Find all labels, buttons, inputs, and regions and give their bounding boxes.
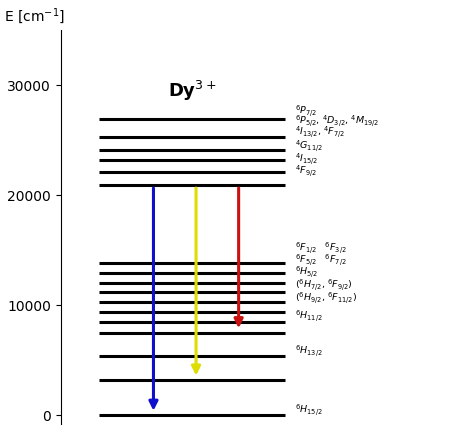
Text: $^6F_{1/2}$   $^6F_{3/2}$: $^6F_{1/2}$ $^6F_{3/2}$ (295, 240, 346, 256)
Text: ($^6H_{7/2}$, $^6F_{9/2}$): ($^6H_{7/2}$, $^6F_{9/2}$) (295, 278, 353, 293)
Text: $^6H_{5/2}$: $^6H_{5/2}$ (295, 264, 318, 280)
Text: Dy$^{3+}$: Dy$^{3+}$ (168, 79, 217, 103)
Text: $^4G_{11/2}$: $^4G_{11/2}$ (295, 139, 323, 155)
Text: $^6H_{15/2}$: $^6H_{15/2}$ (295, 403, 322, 419)
Text: E [cm$^{-1}$]: E [cm$^{-1}$] (4, 6, 64, 26)
Text: $^6F_{5/2}$   $^6F_{7/2}$: $^6F_{5/2}$ $^6F_{7/2}$ (295, 252, 346, 268)
Text: $^4I_{15/2}$: $^4I_{15/2}$ (295, 151, 318, 167)
Text: $^4F_{9/2}$: $^4F_{9/2}$ (295, 163, 317, 179)
Text: $^6P_{5/2}$, $^4D_{3/2}$, $^4M_{19/2}$: $^6P_{5/2}$, $^4D_{3/2}$, $^4M_{19/2}$ (295, 114, 379, 129)
Text: $^6H_{13/2}$: $^6H_{13/2}$ (295, 344, 322, 359)
Text: ($^6H_{9/2}$, $^6F_{11/2}$): ($^6H_{9/2}$, $^6F_{11/2}$) (295, 291, 357, 306)
Text: $^6H_{11/2}$: $^6H_{11/2}$ (295, 308, 322, 324)
Text: $^6P_{7/2}$: $^6P_{7/2}$ (295, 104, 317, 119)
Text: $^4I_{13/2}$, $^4F_{7/2}$: $^4I_{13/2}$, $^4F_{7/2}$ (295, 125, 345, 140)
